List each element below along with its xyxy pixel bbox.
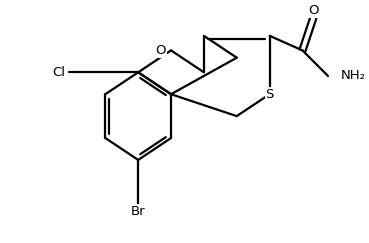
Text: O: O	[308, 4, 319, 17]
Text: O: O	[156, 44, 166, 57]
Text: Br: Br	[131, 205, 145, 217]
Text: S: S	[265, 88, 274, 101]
Text: NH₂: NH₂	[341, 69, 366, 82]
Text: Cl: Cl	[52, 66, 65, 79]
